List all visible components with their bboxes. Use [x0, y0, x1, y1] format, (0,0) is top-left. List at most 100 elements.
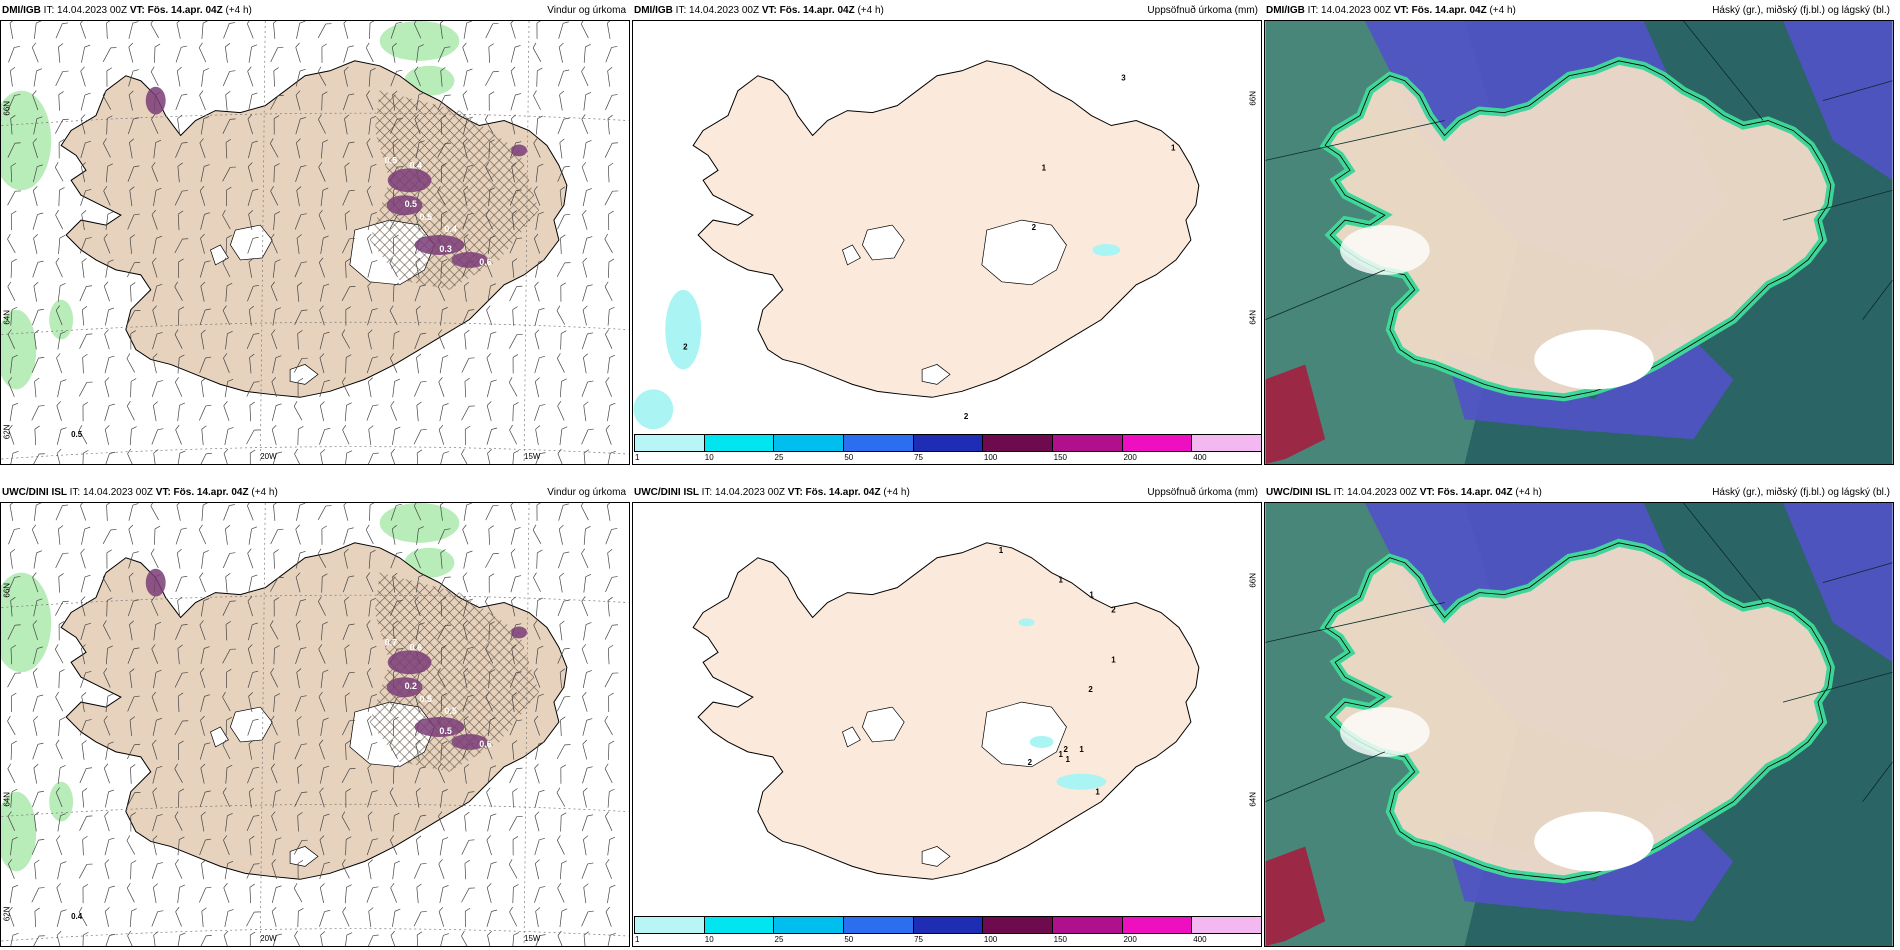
wind-barb — [343, 527, 354, 545]
coastline — [1324, 60, 1832, 398]
precip-value: 0.6 — [479, 739, 491, 749]
wind-barb — [151, 114, 159, 134]
init-time: 14.04.2023 00Z — [689, 5, 762, 16]
wind-barb — [106, 67, 113, 87]
wind-barb — [581, 114, 589, 135]
wind-barb — [56, 835, 63, 856]
wind-barb — [130, 764, 136, 784]
wind-barb — [512, 258, 518, 278]
wind-barb — [225, 186, 232, 207]
mid-cloud-layer — [1783, 21, 1893, 181]
weather-map[interactable]: 1 2 1 1 1 2 1 2 1 1 2 1 66N 64N 1 10 25 50 75 100 150 200 400 — [632, 502, 1262, 947]
wind-barb — [106, 549, 113, 569]
lead-time: (+4 h) — [857, 5, 884, 16]
wind-barb — [248, 692, 254, 712]
wind-barb — [487, 813, 497, 832]
wind-barb — [199, 260, 211, 278]
wind-barb — [415, 787, 421, 808]
light-precip-area — [49, 299, 74, 340]
wind-barb — [224, 427, 234, 445]
weather-map[interactable]: 2 3 1 1 2 2 66N 64N 1 10 25 50 75 100 150 200 400 — [632, 20, 1262, 465]
wind-barb — [58, 235, 66, 254]
weather-map[interactable] — [1264, 502, 1894, 947]
wind-barb — [532, 524, 542, 544]
latitude-label: 64N — [1249, 792, 1258, 807]
wind-barb — [81, 258, 87, 278]
wind-barb — [534, 281, 540, 302]
map-canvas — [1265, 503, 1893, 946]
wind-barb — [294, 309, 308, 325]
wind-barb — [247, 548, 254, 569]
wind-barb — [152, 717, 162, 736]
wind-barb — [487, 283, 497, 302]
wind-barb — [297, 330, 303, 350]
wind-barb — [56, 448, 62, 464]
wind-barb — [33, 281, 39, 302]
wind-barb — [176, 503, 182, 521]
wind-barb — [509, 189, 522, 206]
weather-map[interactable] — [1264, 20, 1894, 465]
wind-barb — [368, 163, 377, 183]
wind-barb — [511, 210, 517, 231]
wind-barb — [271, 885, 282, 904]
wind-barb — [440, 21, 446, 39]
accum-area — [1092, 243, 1121, 256]
init-time-label: IT: — [1333, 487, 1347, 498]
wind-barb — [296, 234, 302, 254]
wind-barb — [247, 188, 259, 206]
wind-barb — [127, 261, 141, 278]
wind-barb — [606, 450, 616, 464]
light-precip-area — [1, 572, 52, 673]
wind-barb — [247, 236, 259, 254]
weather-map[interactable]: 0.5 0.4 0.5 0.4 0.3 0.6 0.5 0.5 20W 15W 66N 64N 62N — [0, 20, 630, 465]
wind-barb — [463, 186, 469, 207]
wind-barb — [510, 93, 522, 111]
weather-map[interactable]: 0.7 0.6 0.2 0.5 0.5 0.6 0.4 0.5 20W 15W 66N 64N 62N — [0, 502, 630, 947]
wind-barb — [177, 402, 185, 422]
heavy-precip-area — [511, 144, 528, 157]
wind-barb — [464, 907, 471, 928]
wind-barb — [392, 90, 398, 111]
wind-barb — [271, 377, 277, 398]
wind-barb — [9, 548, 16, 569]
wind-barb — [79, 237, 92, 254]
wind-barb — [607, 162, 614, 183]
wind-barb — [535, 163, 544, 183]
wind-barb — [415, 622, 425, 641]
wind-barb — [583, 43, 591, 63]
wind-barb — [104, 329, 110, 350]
wind-barb — [345, 788, 351, 808]
wind-barb — [341, 859, 350, 879]
longitude-label: 20W — [260, 934, 277, 943]
precip-value: 0.6 — [410, 642, 422, 652]
accum-value: 2 — [1088, 685, 1093, 694]
wind-barb — [10, 306, 18, 326]
wind-barb — [510, 503, 516, 521]
wind-barb — [393, 234, 399, 254]
colorbar-tick: 150 — [1053, 935, 1068, 944]
wind-barb — [486, 787, 493, 808]
latitude-line — [1, 594, 629, 608]
wind-barb — [369, 21, 376, 39]
wind-barb — [223, 835, 230, 855]
wind-barb — [126, 792, 141, 807]
wind-barb — [294, 213, 307, 230]
heavy-precip-area — [386, 677, 423, 698]
accum-value: 2 — [964, 412, 969, 421]
wind-barb — [393, 716, 399, 736]
wind-barb — [246, 911, 260, 927]
wind-barb — [150, 21, 159, 39]
wind-barb — [462, 212, 474, 230]
wind-barb — [318, 114, 326, 134]
precip-value: 0.7 — [385, 637, 397, 647]
wind-barb — [368, 67, 376, 87]
wind-barb — [199, 742, 211, 760]
wind-barb — [581, 862, 594, 879]
wind-barb — [437, 668, 446, 688]
wind-barb — [153, 449, 159, 464]
wind-barb — [318, 162, 326, 182]
wind-barb — [31, 405, 45, 421]
wind-barb — [7, 233, 16, 254]
wind-barb — [437, 624, 452, 640]
wind-barb — [81, 788, 88, 808]
